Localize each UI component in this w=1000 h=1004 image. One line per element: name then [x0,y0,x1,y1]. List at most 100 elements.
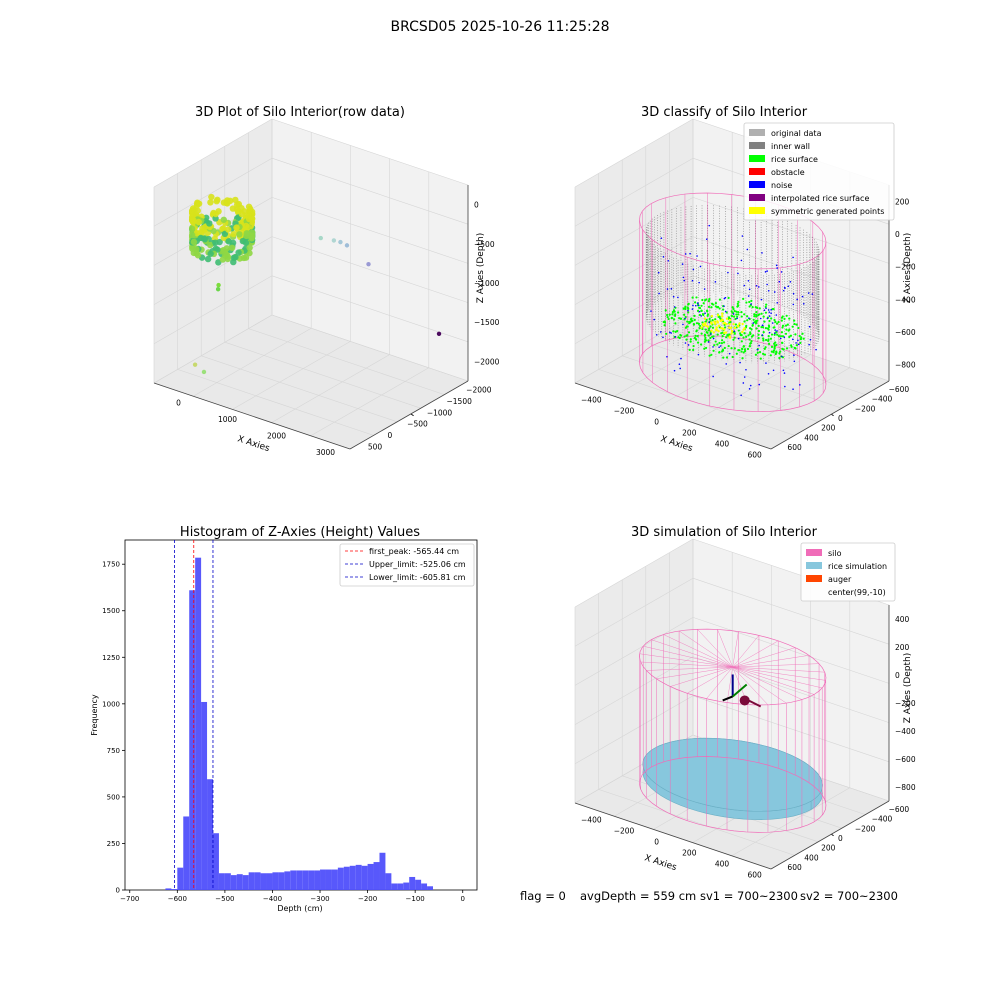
noise-point [740,394,742,397]
rice-surface-point [743,349,747,353]
panel1-plot-area: 0 1000 2000 3000 500 0 −500 −1000 −1500 −2000 0 −50… [153,118,500,457]
rice-surface-point [691,319,694,322]
rice-surface-point [673,318,676,321]
y-tick-label: 500 [107,793,120,801]
rice-surface-point [687,311,690,314]
rice-surface-point [704,336,707,339]
rice-surface-point [762,339,765,342]
histogram-bar [165,888,172,890]
rice-surface-point [747,334,750,337]
rice-surface-point [692,323,696,326]
raw-data-point [226,197,234,205]
grid-line [574,577,694,647]
figure-title: BRCSD05 2025-10-26 11:25:28 [390,19,609,35]
noise-point [801,295,804,298]
rice-surface-point [762,315,765,318]
rice-surface-point [769,354,772,357]
noise-point [727,271,729,274]
noise-point [775,264,778,267]
raw-data-point [233,201,241,208]
grid-line [224,341,421,409]
rice-surface-point [788,335,791,339]
noise-point [761,334,764,336]
symmetric-point [717,329,720,333]
noise-point [776,267,778,269]
raw-data-point [230,254,238,262]
rice-surface-point [731,306,734,309]
rice-surface-point [710,306,713,309]
rice-surface-point [726,334,729,337]
y-tick-label: 1250 [102,654,120,662]
noise-point [658,292,660,295]
grid-line [271,236,469,303]
rice-surface-point [743,320,746,323]
rice-surface-point [781,315,784,318]
grid-line [574,275,694,345]
noise-point [795,342,797,344]
raw-data-point [190,238,198,246]
noise-point [748,317,750,319]
noise-point [697,353,700,356]
symmetric-point [710,314,714,318]
symmetric-point [723,321,727,325]
y-axis-line [349,380,469,450]
rice-surface-point [707,334,710,337]
rice-surface-point [689,340,692,343]
noise-point [705,238,708,241]
y-tick-label: −600 [889,805,910,814]
rice-surface-point [700,304,703,307]
rice-surface-point [743,332,746,335]
noise-point [725,363,728,365]
noise-point [750,303,752,305]
rice-surface-point [734,317,737,321]
y-tick-label: 400 [804,433,819,442]
panel2-legend: original data inner wall rice surface obsta… [743,122,895,221]
noise-point [682,276,685,279]
symmetric-point [738,322,741,325]
noise-point [684,317,686,320]
rice-surface-point [748,300,751,304]
rice-surface-point [749,331,752,334]
raw-data-point [238,210,246,218]
noise-point [745,368,747,371]
histogram-bar [242,875,249,890]
y-tick-label: 1500 [102,607,120,615]
x-tick-label: 400 [715,440,730,449]
raw-data-point [249,229,256,236]
silo-roof-line [732,666,787,704]
symmetric-point [729,326,733,329]
rice-surface-point [775,322,779,325]
rice-surface-point [768,319,771,323]
rice-surface-point [756,319,759,322]
rice-surface-point [733,309,736,313]
noise-point [691,279,694,282]
rice-surface-point [730,314,733,317]
raw-data-point [223,245,231,252]
rice-surface-point [735,310,738,313]
noise-point [766,283,768,286]
rice-surface-point [679,317,682,320]
silo-roof-line [697,629,733,668]
legend-entry: Upper_limit: -525.06 cm [369,560,466,569]
rice-surface-point [780,331,784,334]
rice-surface-point [704,338,707,341]
grid-line [271,157,469,225]
noise-point [758,286,760,288]
silo-roof-line [732,640,779,668]
rice-surface-point [685,334,688,337]
noise-point [669,331,671,334]
raw-data-point [242,239,250,247]
rice-surface-point [695,338,698,341]
rice-surface-point [773,344,776,347]
rice-surface-point [745,324,748,327]
panel3-title: Histogram of Z-Axies (Height) Values [180,525,420,540]
histogram-bar [355,864,362,890]
rice-surface-point [694,334,697,337]
rice-surface-point [767,338,770,341]
symmetric-point [719,319,723,322]
legend-entry: symmetric generated points [771,207,884,216]
noise-point [779,337,782,340]
noise-point [677,296,679,299]
rice-surface-point [732,338,735,341]
rice-surface-point [707,339,710,342]
